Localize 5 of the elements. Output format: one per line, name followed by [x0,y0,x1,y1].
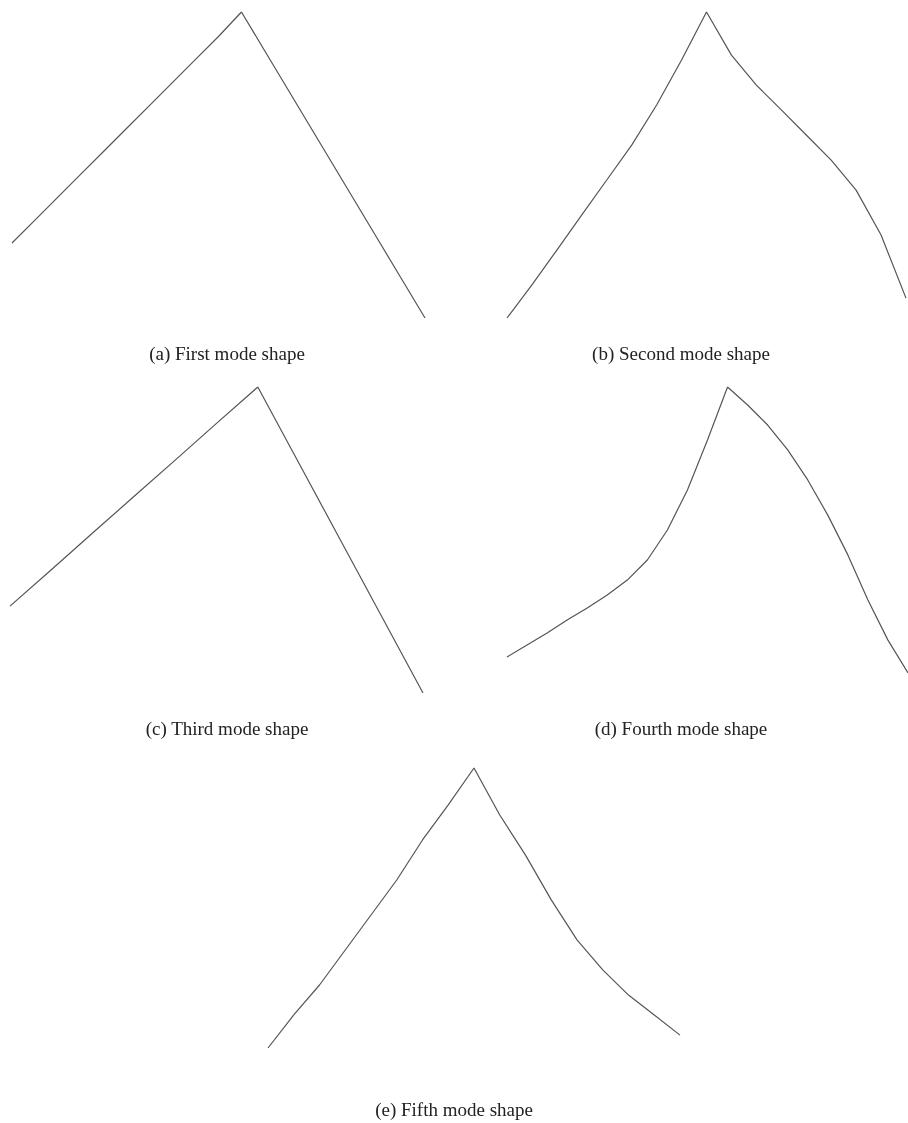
text: (d) Fourth mode shape [594,718,768,740]
text: (a) First mode shape [149,343,305,365]
text: (e) Fifth mode shape [375,1099,533,1121]
text: (b) Second mode shape [592,343,770,365]
text: (c) Third mode shape [145,718,309,740]
